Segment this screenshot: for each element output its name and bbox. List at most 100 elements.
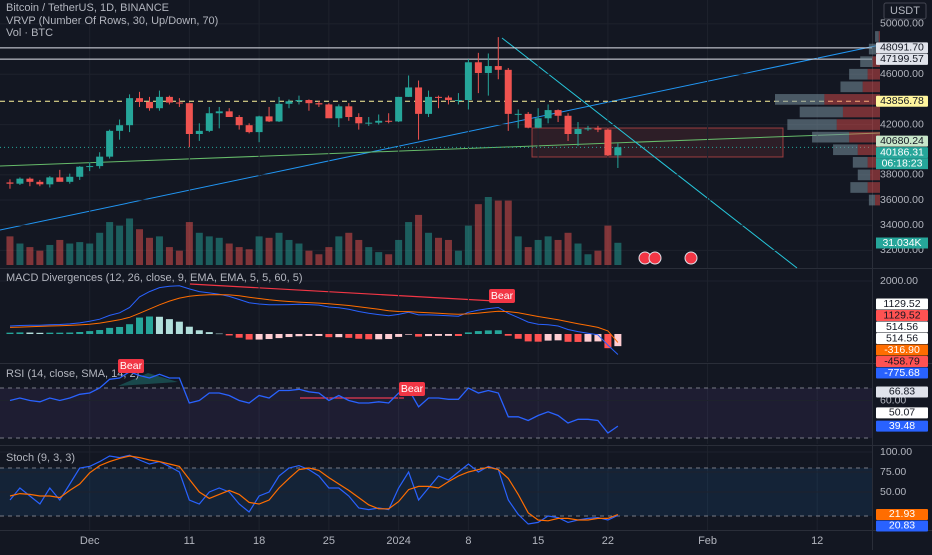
annotation: Bear <box>491 290 514 302</box>
x-tick-label: 18 <box>253 535 265 547</box>
candle-body <box>315 103 323 105</box>
price-label: 40186.31 <box>880 146 924 158</box>
volume-bar <box>444 239 452 265</box>
histogram-bar <box>604 333 612 349</box>
histogram-bar <box>136 317 144 334</box>
volume-profile-down <box>867 182 880 193</box>
candle-body <box>385 120 393 122</box>
trend-line <box>0 44 881 231</box>
volume-bar <box>96 232 104 265</box>
volume-bar <box>26 247 34 265</box>
legends: Bitcoin / TetherUS, 1D, BINANCE VRVP (Nu… <box>6 2 303 464</box>
volume-profile-up <box>850 182 868 193</box>
event-icon <box>648 251 662 265</box>
volume-bar <box>494 200 502 265</box>
histogram-bar <box>295 333 303 337</box>
volume-profile-up <box>799 106 843 118</box>
volume-bar <box>255 236 263 265</box>
volume-bar <box>345 232 353 265</box>
volume-bar <box>145 237 153 265</box>
volume-bar <box>335 236 343 265</box>
histogram-bar <box>225 333 233 336</box>
volume-bar <box>275 232 283 265</box>
x-tick-label: 11 <box>184 535 195 547</box>
macd-line <box>9 285 619 355</box>
y-tick-label: 50.00 <box>880 486 906 498</box>
volume-bar <box>305 250 313 265</box>
histogram-bar <box>345 333 353 338</box>
price-label-box <box>876 42 928 54</box>
histogram-bar <box>126 324 134 334</box>
histogram-bar <box>584 333 592 342</box>
candle-body <box>175 102 183 104</box>
volume-profile-up <box>857 169 871 181</box>
price-label-box <box>876 135 928 147</box>
candle-body <box>365 122 373 124</box>
price-label-box <box>876 53 928 65</box>
candle-body <box>86 166 94 168</box>
x-tick-label: 15 <box>532 535 544 547</box>
price-label: 20.83 <box>889 520 915 532</box>
volume-profile-up <box>849 68 868 80</box>
volume-bar <box>265 237 273 265</box>
marks <box>6 31 880 525</box>
histogram-bar <box>215 333 223 335</box>
candle-body <box>614 147 622 156</box>
annotation-box <box>118 359 144 373</box>
volume-bar <box>484 197 492 265</box>
volume-bar <box>36 250 44 265</box>
candle-body <box>26 178 34 182</box>
volume-profile-up <box>787 119 837 130</box>
volume-bar <box>395 239 403 265</box>
volume-profile-up <box>868 43 877 55</box>
indicator-title: MACD Divergences (12, 26, close, 9, EMA,… <box>6 272 303 284</box>
candle-body <box>335 106 343 119</box>
histogram-bar <box>355 333 363 339</box>
histogram-bar <box>275 333 283 339</box>
y-tick-label: 75.00 <box>880 466 906 478</box>
volume-profile-down <box>849 131 880 143</box>
histogram-bar <box>405 333 413 335</box>
candle-body <box>604 129 612 156</box>
volume-bar <box>474 204 482 265</box>
histogram-bar <box>504 333 512 336</box>
candle-body <box>275 103 283 122</box>
histogram-bar <box>76 332 84 334</box>
volume-bar <box>56 239 64 265</box>
candle-body <box>225 111 233 118</box>
histogram-bar <box>235 333 243 338</box>
x-tick-label: 25 <box>323 535 335 547</box>
annotation-box <box>489 289 515 303</box>
price-label-box <box>876 407 928 419</box>
volume-profile-up <box>775 94 825 105</box>
rsi-line <box>9 371 619 434</box>
histogram-bar <box>145 316 153 334</box>
candle-body <box>76 166 84 177</box>
histogram-bar <box>464 332 472 334</box>
candle-body <box>454 100 462 102</box>
histogram-bar <box>36 332 44 334</box>
volume-bar <box>46 244 54 265</box>
symbol-title: Bitcoin / TetherUS, 1D, BINANCE <box>6 2 169 14</box>
candle-body <box>155 96 163 109</box>
price-label: 1129.52 <box>883 309 920 321</box>
histogram-bar <box>195 330 203 334</box>
price-label-box <box>876 356 928 368</box>
signal-line <box>9 294 619 343</box>
annotation: Bear <box>401 383 424 395</box>
volume-bar <box>365 247 373 265</box>
candle-body <box>195 130 203 134</box>
candle-body <box>6 182 14 184</box>
histogram-bar <box>425 333 433 337</box>
candle-body <box>56 177 64 182</box>
volume-bar <box>454 250 462 265</box>
histogram-bar <box>494 330 502 334</box>
volume-profile-down <box>836 119 880 130</box>
volume-bar <box>524 247 532 265</box>
histogram-bar <box>66 332 74 334</box>
volume-bar <box>165 247 173 265</box>
indicator-title: Vol · BTC <box>6 27 53 39</box>
volume-bar <box>285 239 293 265</box>
candle-body <box>36 181 44 185</box>
volume-profile-down <box>878 31 880 42</box>
